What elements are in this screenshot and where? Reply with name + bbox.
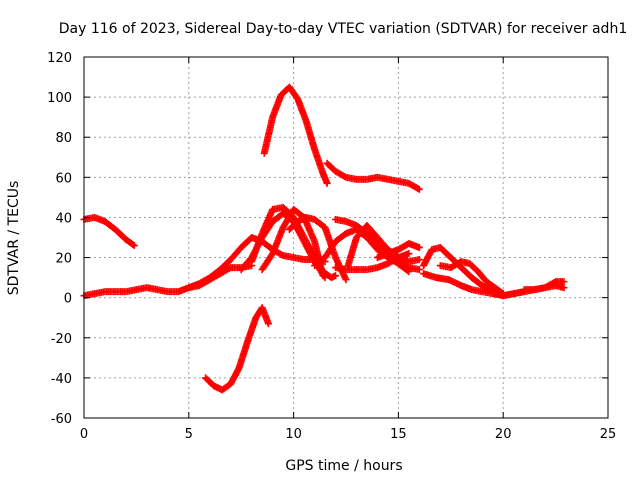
- grid: [84, 57, 608, 418]
- chart-title: Day 116 of 2023, Sidereal Day-to-day VTE…: [59, 21, 627, 37]
- y-axis-label: SDTVAR / TECUs: [6, 181, 22, 296]
- y-tick-label: 40: [55, 211, 72, 226]
- data-point: [414, 185, 422, 193]
- x-tick-label: 20: [495, 427, 512, 442]
- x-tick-label: 0: [80, 427, 88, 442]
- data-point: [225, 264, 233, 272]
- data-point: [415, 244, 423, 252]
- data-point: [415, 266, 423, 274]
- data-point: [342, 276, 350, 284]
- series-arc-14: [344, 221, 423, 270]
- y-tick-label: -20: [51, 332, 72, 347]
- data-point: [129, 241, 137, 249]
- series-arc-5: [80, 262, 256, 300]
- data-point: [341, 172, 349, 180]
- y-tick-label: 60: [55, 171, 72, 186]
- data-point: [323, 179, 331, 187]
- y-tick-label: 0: [64, 292, 72, 307]
- plot-frame: [83, 56, 609, 419]
- plot-area: [80, 83, 568, 394]
- data-point: [550, 278, 558, 286]
- data-point: [405, 250, 413, 258]
- series-arc-15: [373, 240, 423, 262]
- series-arc-1: [80, 213, 138, 250]
- y-tick-label: 100: [47, 91, 72, 106]
- data-point: [560, 278, 568, 286]
- data-point: [319, 272, 327, 280]
- series-arc-4: [202, 304, 272, 394]
- data-point: [415, 256, 423, 264]
- series-arc-3: [323, 159, 423, 193]
- x-axis-label: GPS time / hours: [285, 458, 402, 474]
- data-point: [415, 185, 423, 193]
- x-tick-label: 5: [185, 427, 193, 442]
- data-point: [560, 284, 568, 292]
- y-tick-label: 120: [47, 51, 72, 66]
- y-tick-label: -40: [51, 372, 72, 387]
- x-tick-label: 25: [600, 427, 617, 442]
- y-tick-label: 20: [55, 252, 72, 267]
- data-point: [278, 251, 286, 259]
- series-arc-20: [520, 278, 568, 294]
- series-arc-2: [260, 83, 331, 187]
- x-tick-label: 10: [285, 427, 302, 442]
- data-point: [332, 272, 340, 280]
- data-point: [264, 320, 272, 328]
- data-point: [130, 242, 138, 250]
- axes: 0 5 10 15 20 25 -60 -40 -20 0 20 40 60 80 100 120: [47, 51, 616, 442]
- y-tick-label: 80: [55, 131, 72, 146]
- y-tick-label: -60: [51, 412, 72, 427]
- x-tick-label: 15: [390, 427, 407, 442]
